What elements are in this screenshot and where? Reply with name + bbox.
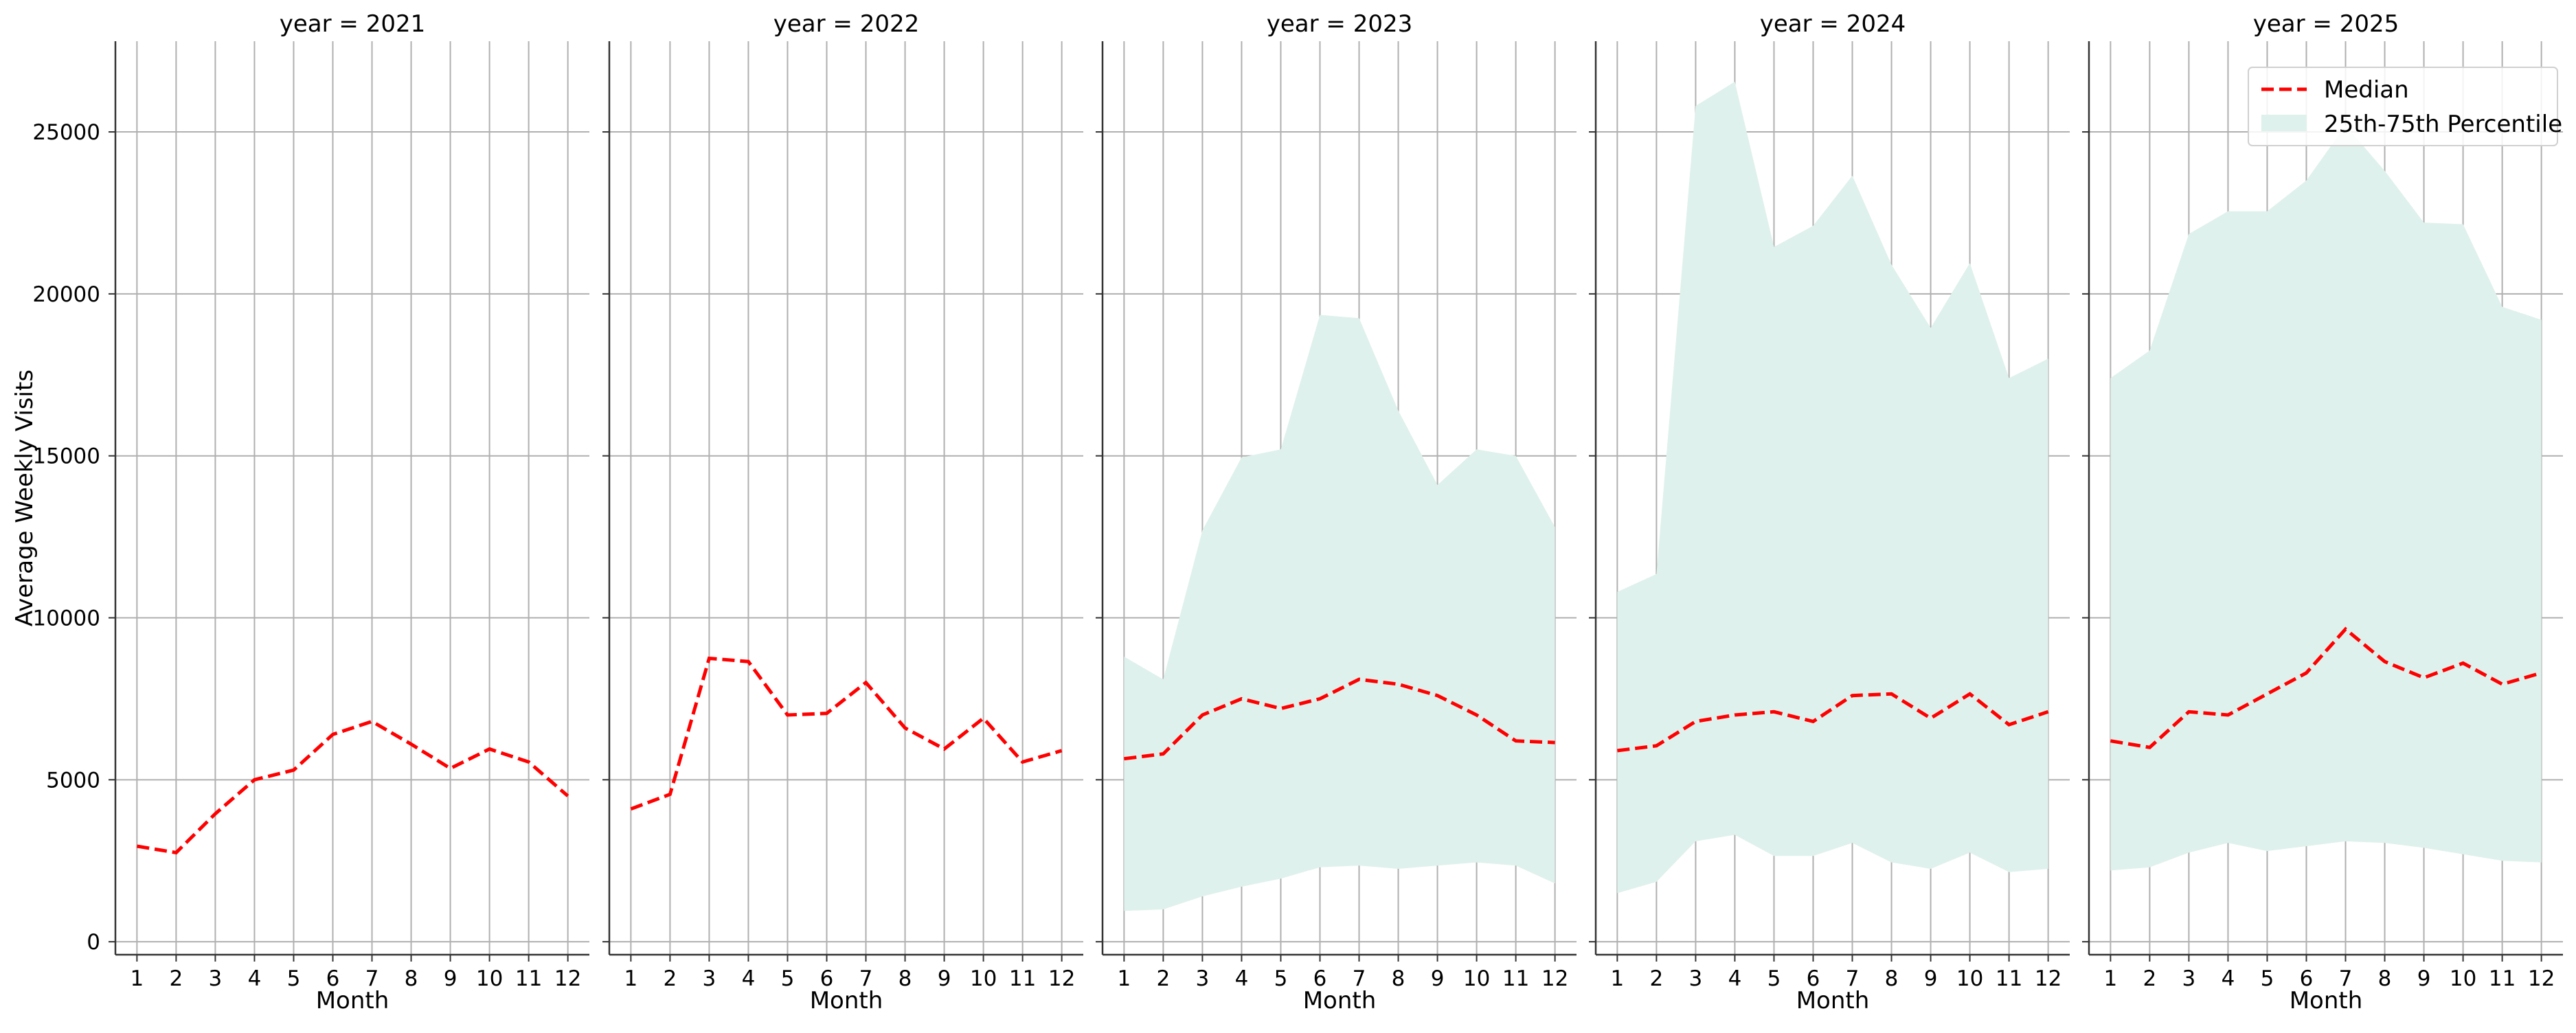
- y-tick-label: 0: [87, 930, 100, 955]
- x-tick-label: 8: [899, 966, 912, 991]
- y-axis-label: Average Weekly Visits: [11, 370, 38, 626]
- x-tick-label: 3: [1196, 966, 1210, 991]
- x-tick-label: 1: [1610, 966, 1624, 991]
- x-tick-label: 5: [1767, 966, 1781, 991]
- median-line: [631, 659, 1061, 809]
- x-tick-label: 5: [1274, 966, 1288, 991]
- x-tick-label: 9: [444, 966, 457, 991]
- x-tick-label: 10: [970, 966, 997, 991]
- panel-title: year = 2024: [1760, 10, 1906, 38]
- legend: Median 25th-75th Percentile: [2248, 67, 2562, 146]
- panel-title: year = 2023: [1267, 10, 1412, 38]
- x-tick-label: 2: [170, 966, 183, 991]
- x-tick-label: 12: [2528, 966, 2555, 991]
- legend-band-swatch: [2261, 115, 2307, 131]
- x-tick-label: 4: [2222, 966, 2235, 991]
- x-tick-label: 11: [1502, 966, 1529, 991]
- y-tick-label: 20000: [32, 282, 100, 307]
- x-axis-label: Month: [316, 987, 389, 1014]
- x-tick-label: 12: [1541, 966, 1568, 991]
- x-tick-label: 3: [703, 966, 716, 991]
- x-tick-label: 4: [248, 966, 262, 991]
- x-tick-label: 11: [1009, 966, 1036, 991]
- x-tick-label: 1: [1117, 966, 1131, 991]
- legend-band-label: 25th-75th Percentile: [2324, 111, 2562, 138]
- percentile-band: [1124, 315, 1555, 911]
- x-tick-label: 8: [1885, 966, 1899, 991]
- x-tick-label: 12: [1048, 966, 1075, 991]
- x-tick-label: 9: [2417, 966, 2431, 991]
- x-tick-label: 3: [1689, 966, 1703, 991]
- x-tick-label: 11: [1996, 966, 2022, 991]
- x-tick-label: 4: [1728, 966, 1742, 991]
- percentile-band: [2110, 126, 2541, 871]
- x-tick-label: 5: [781, 966, 795, 991]
- x-tick-label: 9: [1431, 966, 1445, 991]
- x-tick-label: 3: [209, 966, 223, 991]
- x-tick-label: 10: [1956, 966, 1983, 991]
- y-tick-label: 10000: [32, 606, 100, 631]
- x-tick-label: 8: [1392, 966, 1405, 991]
- x-tick-label: 2: [1650, 966, 1664, 991]
- x-tick-label: 11: [2489, 966, 2516, 991]
- x-tick-label: 8: [405, 966, 418, 991]
- x-tick-label: 5: [287, 966, 301, 991]
- x-axis-label: Month: [1796, 987, 1870, 1014]
- median-line: [137, 721, 567, 852]
- panel-title: year = 2021: [280, 10, 425, 38]
- x-axis-label: Month: [810, 987, 883, 1014]
- x-tick-label: 2: [664, 966, 677, 991]
- x-tick-label: 4: [742, 966, 756, 991]
- x-tick-label: 8: [2378, 966, 2392, 991]
- panel-title: year = 2025: [2253, 10, 2399, 38]
- y-tick-label: 5000: [46, 768, 100, 793]
- x-tick-label: 3: [2182, 966, 2196, 991]
- x-tick-label: 10: [2450, 966, 2476, 991]
- x-tick-label: 5: [2261, 966, 2274, 991]
- x-tick-label: 12: [554, 966, 581, 991]
- percentile-band: [1617, 82, 2048, 893]
- x-tick-label: 1: [2103, 966, 2117, 991]
- x-axis-label: Month: [1303, 987, 1377, 1014]
- x-tick-label: 2: [2143, 966, 2157, 991]
- x-tick-label: 1: [624, 966, 637, 991]
- x-tick-label: 2: [1157, 966, 1171, 991]
- x-tick-label: 12: [2035, 966, 2061, 991]
- x-tick-label: 9: [1924, 966, 1938, 991]
- x-axis-label: Month: [2290, 987, 2363, 1014]
- x-tick-label: 4: [1235, 966, 1249, 991]
- y-tick-label: 25000: [32, 120, 100, 145]
- x-tick-label: 9: [938, 966, 951, 991]
- legend-median-label: Median: [2324, 76, 2409, 104]
- panel-title: year = 2022: [773, 10, 919, 38]
- x-tick-label: 1: [130, 966, 144, 991]
- y-tick-label: 15000: [32, 444, 100, 469]
- x-tick-label: 10: [476, 966, 503, 991]
- x-tick-label: 10: [1463, 966, 1490, 991]
- x-tick-label: 11: [515, 966, 542, 991]
